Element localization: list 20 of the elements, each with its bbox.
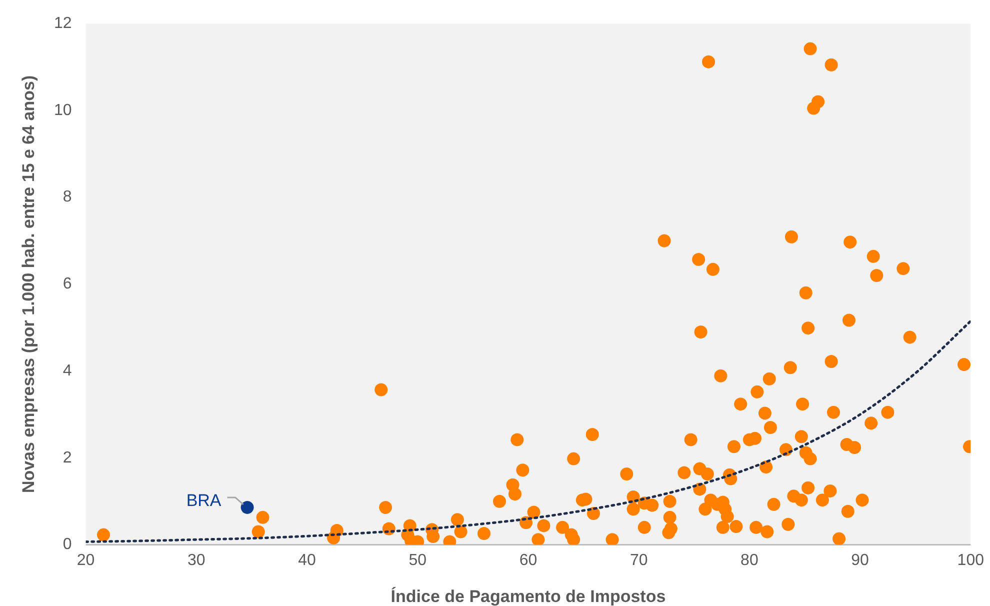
x-tick-label: 100 — [957, 552, 984, 569]
x-tick-label: 80 — [740, 552, 758, 569]
x-axis-title: Índice de Pagamento de Impostos — [390, 586, 666, 606]
y-tick-label: 10 — [54, 102, 72, 119]
x-tick-label: 20 — [76, 552, 95, 569]
y-tick-label: 12 — [54, 15, 72, 32]
x-tick-label: 40 — [298, 552, 316, 569]
y-tick-label: 2 — [62, 449, 72, 466]
line-series — [86, 320, 971, 544]
x-tick-label: 50 — [408, 552, 427, 569]
y-tick-label: 6 — [62, 276, 72, 293]
x-tick-label: 30 — [188, 552, 206, 569]
annotation: BRA — [186, 491, 222, 510]
x-tick-label: 60 — [519, 552, 538, 569]
y-axis-title: Novas empresas (por 1.000 hab. entre 15 e 64 anos) — [19, 75, 38, 494]
x-tick-label: 70 — [630, 552, 648, 569]
x-tick-label: 90 — [851, 552, 870, 569]
y-tick-label: 4 — [62, 362, 72, 380]
y-tick-label: 8 — [62, 188, 72, 206]
y-tick-label: 0 — [62, 536, 72, 554]
